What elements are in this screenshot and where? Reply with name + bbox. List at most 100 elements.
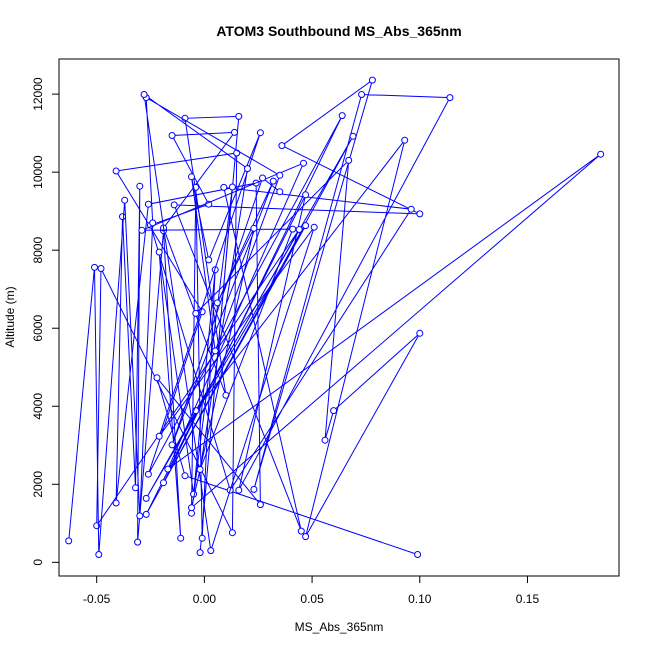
series-line: [68, 93, 602, 555]
data-point: [289, 225, 297, 233]
data-point: [401, 136, 409, 144]
data-point: [276, 171, 284, 179]
data-point: [220, 183, 228, 191]
data-point: [302, 222, 310, 230]
data-point: [112, 167, 120, 175]
data-point: [119, 213, 126, 221]
data-point: [231, 128, 238, 136]
y-tick-label: 4000: [31, 393, 45, 420]
data-point: [276, 188, 284, 196]
data-point: [338, 112, 346, 120]
data-point: [144, 470, 152, 478]
data-point: [207, 547, 215, 555]
data-point: [300, 159, 307, 167]
data-point: [244, 165, 251, 173]
data-point: [168, 441, 176, 449]
data-point: [235, 486, 243, 494]
y-axis-label: Altitude (m): [3, 286, 17, 347]
data-point: [302, 533, 310, 541]
data-point: [160, 479, 167, 487]
data-point: [142, 494, 150, 502]
y-tick-label: 6000: [31, 315, 45, 342]
data-point: [259, 174, 266, 182]
data-point: [330, 407, 338, 415]
data-point: [295, 226, 303, 233]
data-point: [188, 504, 195, 512]
data-point: [132, 484, 139, 492]
x-axis: -0.05 0.00 0.05 0.10 0.15: [83, 576, 539, 606]
data-point: [211, 347, 219, 355]
data-point: [310, 223, 318, 231]
y-axis: 0 2000 4000 6000 8000 10000 12000: [31, 77, 59, 566]
data-point: [142, 510, 150, 518]
x-tick-label: -0.05: [83, 592, 111, 606]
data-point: [97, 265, 105, 272]
data-point: [91, 263, 98, 271]
data-point: [138, 226, 146, 234]
data-point: [192, 309, 200, 317]
data-point: [149, 219, 157, 227]
data-point: [416, 329, 424, 337]
data-point: [177, 534, 185, 542]
x-tick-label: 0.10: [408, 592, 432, 606]
x-axis-label: MS_Abs_365nm: [295, 620, 384, 634]
y-tick-label: 2000: [31, 471, 45, 498]
data-point: [269, 177, 277, 185]
data-point: [256, 501, 264, 509]
data-point: [198, 534, 206, 542]
data-point: [196, 466, 204, 473]
data-point: [250, 224, 258, 232]
data-point: [140, 91, 148, 98]
data-point: [278, 142, 286, 150]
data-point: [164, 465, 172, 473]
y-tick-label: 8000: [31, 237, 45, 264]
plot-area: [65, 76, 605, 558]
data-point: [345, 156, 353, 164]
data-point: [136, 512, 144, 520]
data-point: [95, 551, 103, 558]
data-point: [321, 436, 329, 444]
data-point: [181, 472, 189, 480]
y-tick-label: 10000: [31, 155, 45, 189]
data-point: [168, 132, 176, 139]
data-point: [170, 201, 178, 209]
plot-frame: [58, 58, 620, 577]
data-point: [153, 374, 161, 382]
x-tick-label: 0.00: [193, 592, 217, 606]
data-point: [228, 183, 236, 191]
data-point: [121, 196, 129, 204]
data-point: [235, 112, 243, 120]
data-point: [144, 200, 152, 208]
data-point: [205, 256, 213, 264]
data-point: [358, 91, 366, 98]
x-tick-label: 0.15: [516, 592, 540, 606]
data-point: [136, 182, 144, 190]
data-point: [302, 191, 310, 199]
x-tick-label: 0.05: [300, 592, 324, 606]
data-point: [446, 94, 454, 102]
y-tick-label: 12000: [31, 77, 45, 111]
data-point: [349, 132, 357, 140]
chart-title: ATOM3 Southbound MS_Abs_365nm: [216, 23, 461, 39]
series-line: [96, 78, 451, 555]
data-point: [134, 538, 142, 546]
data-point: [155, 248, 163, 256]
data-point: [256, 129, 264, 137]
data-point: [65, 537, 73, 545]
y-tick-label: 0: [31, 559, 45, 566]
data-point: [155, 432, 163, 440]
data-point: [416, 210, 424, 218]
data-point: [368, 76, 376, 84]
data-point: [196, 549, 204, 557]
data-point: [213, 299, 221, 307]
data-point: [597, 150, 605, 158]
data-point: [250, 485, 258, 493]
data-point: [112, 499, 120, 507]
data-point: [414, 551, 422, 558]
data-point: [407, 205, 415, 213]
data-point: [188, 173, 195, 181]
data-point: [228, 529, 236, 537]
data-point: [297, 527, 305, 535]
